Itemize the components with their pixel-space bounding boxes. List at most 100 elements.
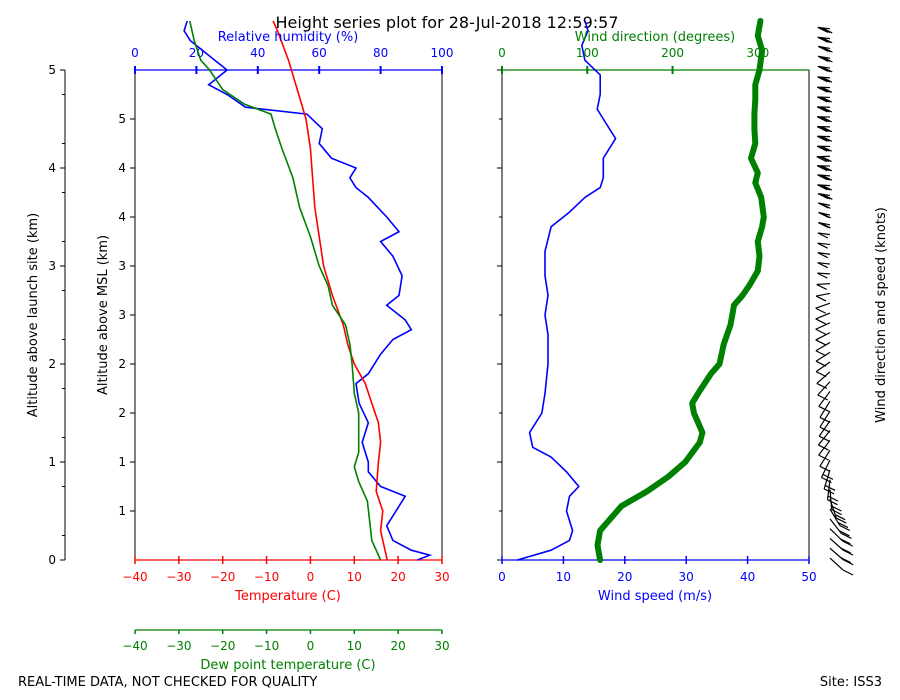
wind-barb-flag — [821, 174, 833, 181]
wind-barb-staff — [817, 430, 831, 446]
wind-barb-flag — [819, 36, 831, 44]
wind-barb-flag — [821, 156, 832, 163]
wind-barb-flag — [817, 184, 828, 191]
wind-barb-staff — [816, 283, 831, 286]
launch-altitude-tick-label: 3 — [48, 259, 56, 273]
wind-speed-axis-label: Wind speed (m/s) — [598, 589, 712, 604]
wind-barb-flag — [816, 382, 828, 389]
rh-axis-label: Relative humidity (%) — [218, 30, 359, 45]
wind-barb-flag — [817, 65, 829, 72]
wind-barb-staff — [817, 174, 831, 177]
wind-barb-flag — [815, 318, 826, 325]
temperature-tick-label: 0 — [307, 570, 315, 584]
wind-barb-flag — [821, 135, 833, 142]
wind-direction-tick-label: 200 — [661, 46, 684, 60]
wind-barb-flag — [822, 473, 834, 480]
dewpoint-tick-label: 10 — [347, 639, 362, 653]
wind-barb-flag — [821, 37, 833, 44]
launch-altitude-axis-label: Altitude above launch site (km) — [26, 213, 41, 417]
msl-altitude-tick-label: 4 — [118, 161, 126, 175]
wind-barb-flag — [815, 360, 827, 367]
wind-barb-flag — [842, 559, 854, 566]
thermo-plot-frame — [134, 69, 443, 561]
wind-barb-flag — [836, 517, 847, 524]
wind-barb-flag — [821, 106, 833, 113]
wind-barb-axis-label: Wind direction and speed (knots) — [874, 207, 889, 423]
wind-barb-flag — [819, 96, 830, 103]
wind-barb-flag — [819, 76, 831, 83]
temperature-axis-label: Temperature (C) — [234, 589, 341, 604]
wind-barb-flag — [823, 488, 835, 495]
wind-barb-flag — [819, 184, 830, 191]
wind-barb-flag — [819, 56, 831, 63]
dewpoint-axis-label: Dew point temperature (C) — [200, 658, 375, 673]
msl-altitude-tick-label: 5 — [118, 112, 126, 126]
wind-barb-flag — [817, 174, 828, 181]
wind-barb-flag — [822, 193, 833, 200]
wind-direction-tick-label: 300 — [746, 46, 769, 60]
temperature-tick-label: −20 — [210, 570, 235, 584]
launch-altitude-tick-label: 5 — [48, 63, 56, 77]
dewpoint-tick-label: 30 — [434, 639, 449, 653]
wind-barb-staff — [817, 242, 831, 246]
wind-barb-staff — [818, 420, 831, 437]
wind-barb-staff — [815, 322, 831, 330]
launch-altitude-tick-label: 1 — [48, 455, 56, 469]
dewpoint-tick-label: −30 — [166, 639, 191, 653]
wind-barb-flag — [816, 106, 828, 113]
wind-barb-flag — [817, 242, 828, 249]
wind-barb-flag — [817, 193, 829, 200]
wind-barb-staff — [817, 76, 831, 79]
wind-barb-flag — [816, 96, 828, 103]
wind-barb-flag — [842, 569, 854, 576]
wind-barb-flag — [816, 135, 828, 142]
wind-barb-flag — [815, 371, 827, 378]
wind-barb-flag — [818, 435, 830, 442]
wind-direction-tick-label: 0 — [498, 46, 506, 60]
wind-direction-axis-label: Wind direction (degrees) — [575, 30, 735, 45]
wind-barb-flag — [820, 202, 831, 209]
wind-barb-staff — [815, 302, 831, 309]
rh-tick-label: 40 — [250, 46, 265, 60]
wind-barb-flag — [819, 416, 831, 423]
wind-barb-flag — [834, 514, 846, 521]
wind-barb-flag — [822, 56, 833, 63]
wind-barb-staff — [817, 184, 831, 187]
temperature-tick-label: 10 — [347, 570, 362, 584]
wind-speed-tick-label: 0 — [498, 570, 506, 584]
wind-barb-flag — [821, 27, 833, 34]
wind-barb-flag — [839, 530, 850, 537]
wind-axis-ticks: 0 10 20 30 40 50 0 100 200 300 — [497, 46, 817, 584]
temperature-tick-label: 20 — [391, 570, 406, 584]
wind-barb-flag — [818, 444, 829, 451]
wind-barb-flag — [815, 295, 827, 302]
series-temperature — [272, 20, 388, 561]
msl-altitude-tick-label: 3 — [118, 259, 126, 273]
msl-altitude-tick-label: 3 — [118, 308, 126, 322]
wind-barb-flag — [821, 66, 833, 73]
wind-barb-flag — [819, 116, 830, 123]
wind-barb-flag — [819, 66, 831, 73]
wind-barb-flag — [816, 156, 828, 163]
wind-barb-flag — [816, 283, 827, 290]
wind-barb-flag — [820, 212, 831, 219]
wind-barb-flag — [821, 165, 833, 172]
wind-barb-flag — [817, 232, 829, 239]
wind-barb-flag — [815, 350, 827, 357]
wind-barb-flag — [821, 76, 833, 83]
quality-disclaimer: REAL-TIME DATA, NOT CHECKED FOR QUALITY — [18, 675, 317, 690]
wind-barb-flag — [840, 538, 851, 545]
wind-series-group — [516, 18, 767, 563]
launch-altitude-tick-label: 2 — [48, 357, 56, 371]
msl-altitude-tick-label: 4 — [118, 210, 126, 224]
wind-barb-staff — [817, 252, 831, 255]
msl-altitude-tick-label: 1 — [118, 455, 126, 469]
wind-barb-flag — [816, 165, 828, 172]
dewpoint-tick-label: 20 — [391, 639, 406, 653]
wind-barb-flag — [827, 499, 838, 506]
wind-barb-flag — [816, 145, 828, 152]
wind-barb-flag — [819, 106, 830, 113]
temperature-tick-label: −40 — [122, 570, 147, 584]
wind-speed-tick-label: 30 — [679, 570, 694, 584]
rh-tick-label: 100 — [431, 46, 454, 60]
